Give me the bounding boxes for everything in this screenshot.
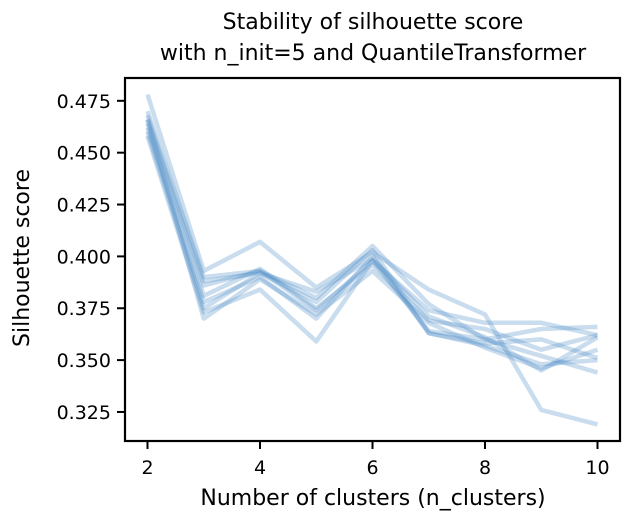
series-line-1 bbox=[145, 93, 599, 427]
series-line-7 bbox=[145, 131, 599, 373]
y-tick-label: 0.450 bbox=[57, 143, 111, 165]
x-tick-label: 8 bbox=[479, 457, 491, 479]
y-tick-label: 0.475 bbox=[57, 91, 111, 113]
x-axis-label: Number of clusters (n_clusters) bbox=[200, 486, 545, 511]
series-line-2 bbox=[145, 110, 598, 342]
axis-ticks: 2 4 6 8 10 0.325 0.350 0.375 0.400 0.425 0.450 0.47… bbox=[57, 91, 610, 479]
series-line-5 bbox=[145, 122, 599, 352]
series-lines bbox=[145, 93, 599, 427]
y-axis-label: Silhouette score bbox=[10, 169, 35, 347]
x-tick-label: 6 bbox=[366, 457, 378, 479]
y-tick-label: 0.400 bbox=[57, 246, 111, 268]
series-line-3 bbox=[145, 114, 599, 361]
x-tick-label: 2 bbox=[141, 457, 153, 479]
series-line-6 bbox=[145, 127, 598, 367]
y-tick-label: 0.425 bbox=[57, 195, 111, 217]
plot-frame bbox=[123, 76, 622, 443]
y-tick-label: 0.350 bbox=[57, 350, 111, 372]
y-tick-label: 0.325 bbox=[57, 402, 111, 424]
chart-title-line-2: with n_init=5 and QuantileTransformer bbox=[160, 41, 587, 66]
series-line-4 bbox=[145, 118, 598, 338]
series-line-9 bbox=[145, 118, 599, 371]
x-tick-label: 10 bbox=[585, 457, 609, 479]
x-tick-label: 4 bbox=[254, 457, 266, 479]
chart-title-line-1: Stability of silhouette score bbox=[223, 10, 524, 35]
series-line-8 bbox=[145, 135, 599, 375]
y-tick-label: 0.375 bbox=[57, 298, 111, 320]
